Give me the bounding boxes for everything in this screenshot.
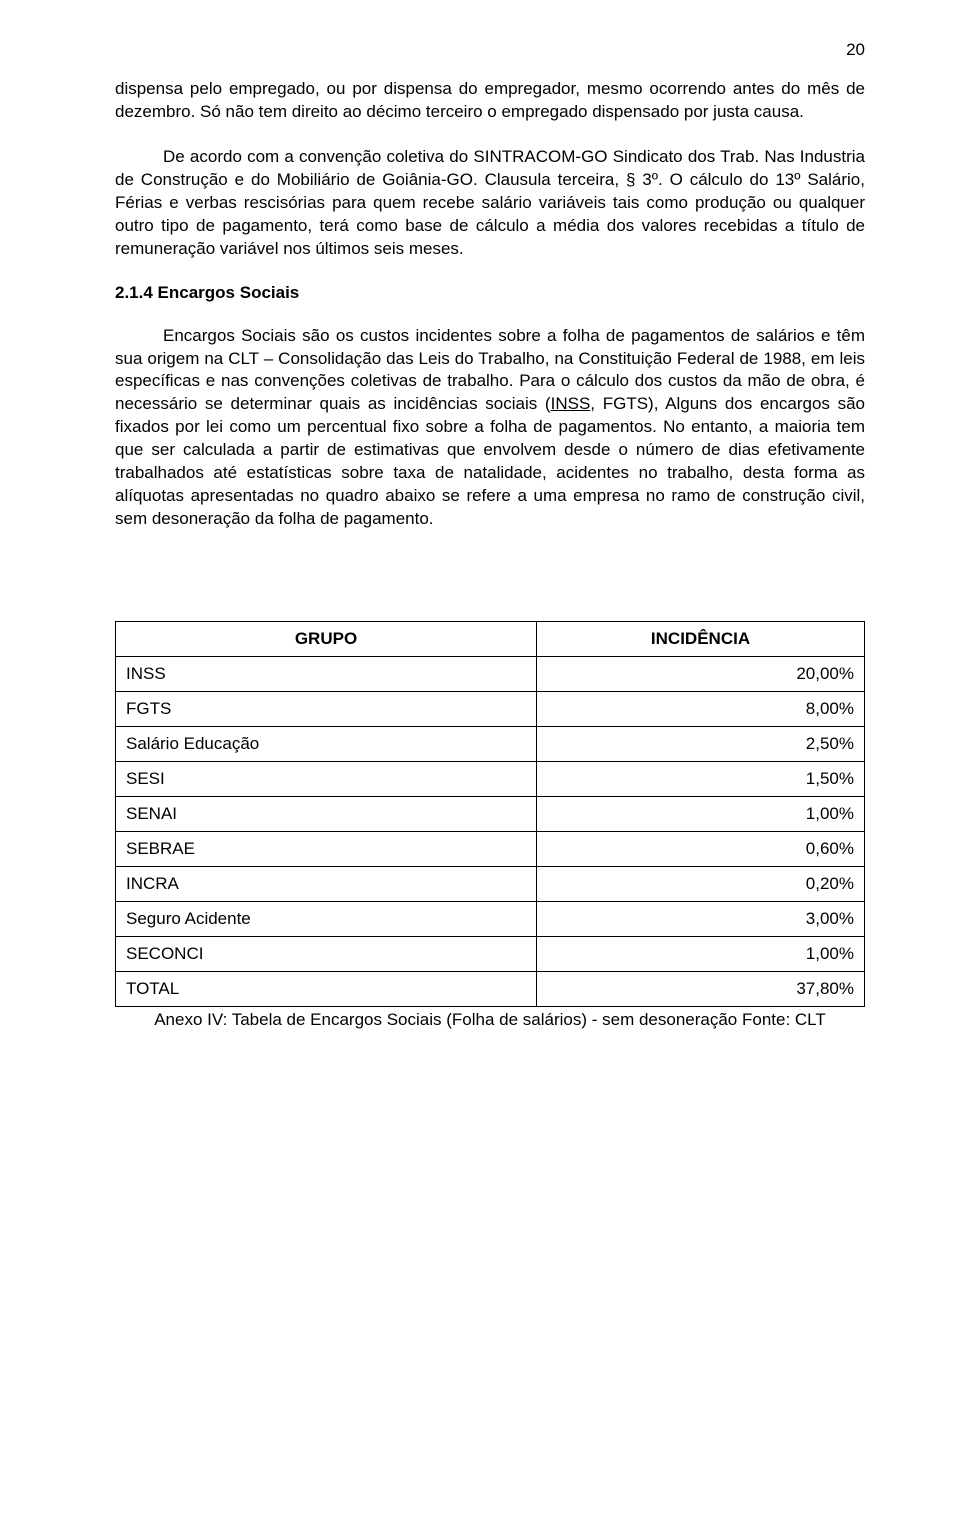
cell-grupo: SESI [116,762,537,797]
paragraph-1: dispensa pelo empregado, ou por dispensa… [115,78,865,124]
table-row: Seguro Acidente3,00% [116,902,865,937]
table-row: SECONCI1,00% [116,937,865,972]
cell-valor: 0,20% [537,867,865,902]
table-row: SENAI1,00% [116,797,865,832]
table-caption: Anexo IV: Tabela de Encargos Sociais (Fo… [115,1010,865,1030]
page-number: 20 [115,40,865,60]
cell-valor: 37,80% [537,972,865,1007]
cell-valor: 0,60% [537,832,865,867]
cell-valor: 1,00% [537,937,865,972]
paragraph-3b: , FGTS), Alguns dos encargos são fixados… [115,394,865,528]
cell-grupo: Salário Educação [116,727,537,762]
th-incidencia: INCIDÊNCIA [537,622,865,657]
table-row: SEBRAE0,60% [116,832,865,867]
cell-grupo: SENAI [116,797,537,832]
inss-link[interactable]: INSS [551,394,591,413]
table-row: Salário Educação2,50% [116,727,865,762]
table-row: FGTS8,00% [116,692,865,727]
cell-valor: 20,00% [537,657,865,692]
cell-valor: 3,00% [537,902,865,937]
document-page: 20 dispensa pelo empregado, ou por dispe… [0,0,960,1050]
cell-grupo: Seguro Acidente [116,902,537,937]
table-row: INSS20,00% [116,657,865,692]
cell-valor: 1,00% [537,797,865,832]
cell-valor: 8,00% [537,692,865,727]
paragraph-2: De acordo com a convenção coletiva do SI… [115,146,865,261]
section-heading: 2.1.4 Encargos Sociais [115,283,865,303]
paragraph-3: Encargos Sociais são os custos incidente… [115,325,865,531]
table-header-row: GRUPO INCIDÊNCIA [116,622,865,657]
cell-grupo: FGTS [116,692,537,727]
encargos-table: GRUPO INCIDÊNCIA INSS20,00%FGTS8,00%Salá… [115,621,865,1007]
th-grupo: GRUPO [116,622,537,657]
encargos-table-wrap: GRUPO INCIDÊNCIA INSS20,00%FGTS8,00%Salá… [115,621,865,1030]
cell-grupo: INSS [116,657,537,692]
cell-valor: 2,50% [537,727,865,762]
table-row: SESI1,50% [116,762,865,797]
cell-valor: 1,50% [537,762,865,797]
table-row: INCRA0,20% [116,867,865,902]
cell-grupo: TOTAL [116,972,537,1007]
table-row: TOTAL37,80% [116,972,865,1007]
cell-grupo: SEBRAE [116,832,537,867]
cell-grupo: SECONCI [116,937,537,972]
cell-grupo: INCRA [116,867,537,902]
